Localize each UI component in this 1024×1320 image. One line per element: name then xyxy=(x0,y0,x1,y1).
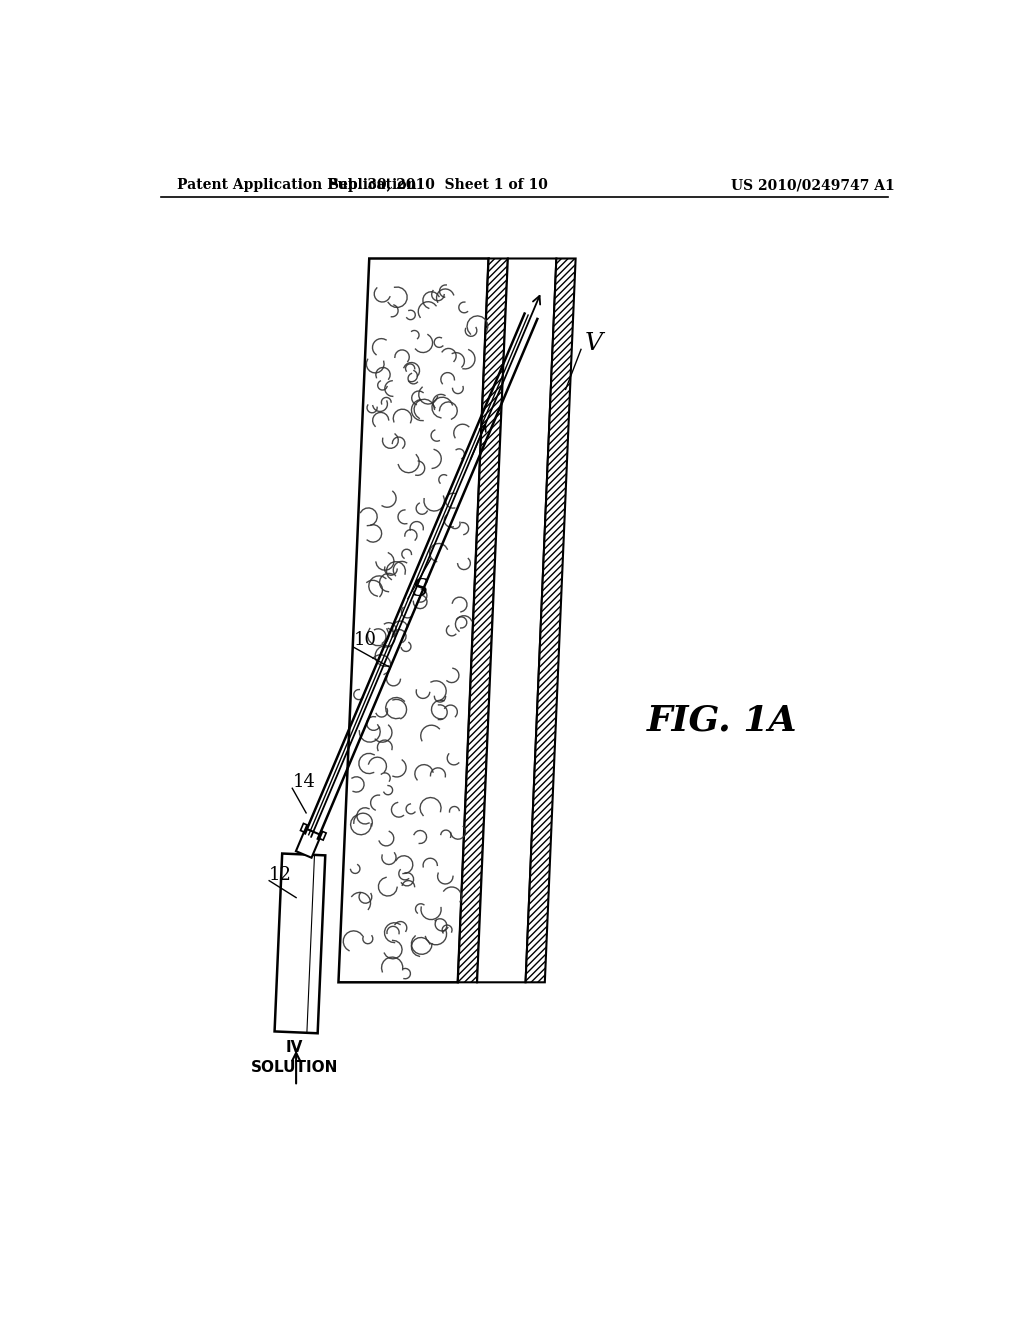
Text: SOLUTION: SOLUTION xyxy=(251,1060,338,1074)
Text: 12: 12 xyxy=(269,866,292,883)
Text: US 2010/0249747 A1: US 2010/0249747 A1 xyxy=(731,178,895,193)
Polygon shape xyxy=(458,259,508,982)
Text: V: V xyxy=(585,331,603,355)
Polygon shape xyxy=(525,259,575,982)
Text: 14: 14 xyxy=(292,774,315,791)
Text: Sep. 30, 2010  Sheet 1 of 10: Sep. 30, 2010 Sheet 1 of 10 xyxy=(329,178,548,193)
Polygon shape xyxy=(477,259,556,982)
Text: 10: 10 xyxy=(354,631,377,648)
Text: Patent Application Publication: Patent Application Publication xyxy=(177,178,417,193)
Polygon shape xyxy=(296,829,322,858)
Polygon shape xyxy=(274,854,326,1034)
Polygon shape xyxy=(339,259,488,982)
Text: FIG. 1A: FIG. 1A xyxy=(646,704,797,738)
Polygon shape xyxy=(319,832,327,840)
Polygon shape xyxy=(300,824,307,832)
Text: S: S xyxy=(412,578,429,601)
Text: IV: IV xyxy=(286,1040,303,1055)
